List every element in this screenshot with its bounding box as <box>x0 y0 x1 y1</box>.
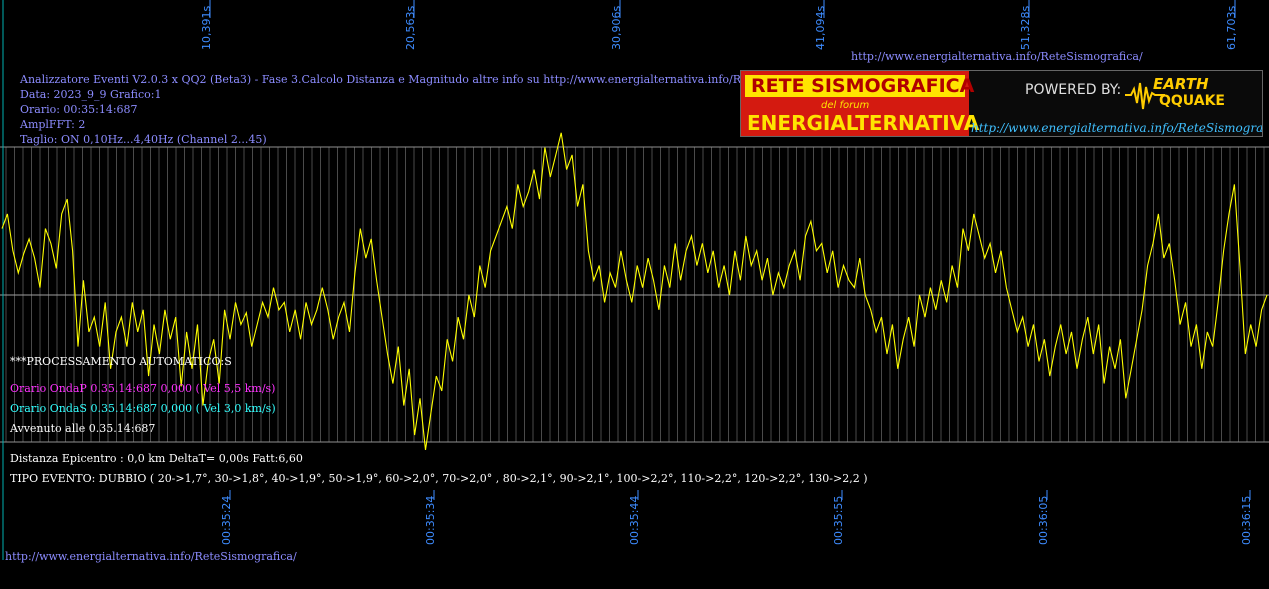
powered-by-label: POWERED BY: <box>1025 82 1122 98</box>
processing-title: ***PROCESSAMENTO AUTOMATICO:S <box>10 355 232 368</box>
top-tick-label: 41,094s <box>814 5 827 50</box>
top-tick-label: 10,391s <box>200 5 213 50</box>
data-label: Data: 2023_9_9 Grafico:1 <box>20 88 162 101</box>
top-tick-label: 30,906s <box>610 5 623 50</box>
taglio-label: Taglio: ON 0,10Hz...4,40Hz (Channel 2...… <box>20 133 267 146</box>
earthqquake-logo-bottom: QQUAKE <box>1159 93 1225 109</box>
top-tick-label: 51,328s <box>1019 5 1032 50</box>
bottom-tick-label: 00:36:05 <box>1037 495 1050 545</box>
orario-label: Orario: 00:35:14:687 <box>20 103 138 116</box>
bottom-tick-label: 00:35:24 <box>220 495 233 545</box>
app-title: Analizzatore Eventi V2.0.3 x QQ2 (Beta3)… <box>20 73 786 86</box>
distanza-label: Distanza Epicentro : 0,0 km DeltaT= 0,00… <box>10 452 303 465</box>
bottom-tick-label: 00:35:34 <box>424 495 437 545</box>
tipo-evento-label: TIPO EVENTO: DUBBIO ( 20->1,7°, 30->1,8°… <box>10 472 868 485</box>
banner-subtitle: del forum <box>821 100 870 111</box>
rete-sismografica-banner[interactable]: RETE SISMOGRAFICA del forum ENERGIALTERN… <box>740 70 1263 137</box>
seismograph-wave-icon <box>1125 82 1165 110</box>
earthqquake-logo-top: EARTH <box>1153 75 1209 93</box>
bottom-tick-label: 00:35:55 <box>832 495 845 545</box>
top-url[interactable]: http://www.energialternativa.info/ReteSi… <box>851 50 1143 63</box>
onda-p-label: Orario OndaP 0.35.14:687 0,000 ( Vel 5,5… <box>10 382 276 395</box>
seismic-trace <box>1 132 1268 450</box>
onda-s-label: Orario OndaS 0.35.14:687 0,000 ( Vel 3,0… <box>10 402 276 415</box>
banner-yellow-strip <box>745 75 965 97</box>
banner-url[interactable]: http://www.energialternativa.info/ReteSi… <box>971 121 1263 135</box>
ampl-label: AmplFFT: 2 <box>20 118 86 131</box>
banner-forum-name: ENERGIALTERNATIVA <box>747 111 980 135</box>
bottom-tick-label: 00:35:44 <box>628 495 641 545</box>
top-tick-label: 20,563s <box>404 5 417 50</box>
tick-marks <box>209 0 1251 500</box>
bottom-url[interactable]: http://www.energialternativa.info/ReteSi… <box>5 550 297 563</box>
banner-title: RETE SISMOGRAFICA <box>751 75 975 97</box>
bottom-tick-label: 00:36:15 <box>1240 495 1253 545</box>
top-tick-label: 61,703s <box>1225 5 1238 50</box>
avvenuto-label: Avvenuto alle 0.35.14:687 <box>10 422 156 435</box>
